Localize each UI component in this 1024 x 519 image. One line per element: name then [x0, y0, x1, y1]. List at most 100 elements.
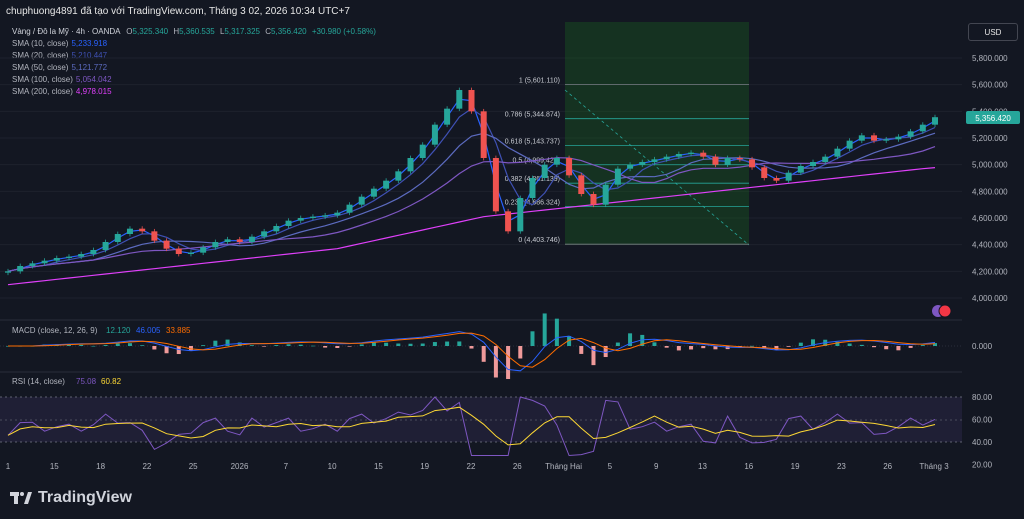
- candle-body: [346, 204, 353, 213]
- rsi-value2: 60.82: [101, 377, 122, 386]
- candle-body: [700, 152, 707, 157]
- macd-bar: [676, 346, 681, 351]
- macd-bar: [591, 346, 596, 366]
- macd-bar: [481, 346, 486, 362]
- macd-bar: [567, 335, 572, 346]
- macd-bar: [298, 344, 303, 346]
- macd-bar: [469, 346, 474, 349]
- rsi-axis: 20.00 40.00 60.00 80.00: [972, 393, 993, 470]
- fib-zone: [565, 18, 749, 245]
- macd-bar: [359, 344, 364, 346]
- macd-bar: [920, 345, 925, 346]
- candle-body: [78, 254, 85, 257]
- macd-bar: [91, 345, 96, 347]
- candle-body: [29, 263, 36, 266]
- price-tick-label: 5,600.000: [972, 81, 1008, 90]
- rsi-tick-label: 40.00: [972, 438, 993, 447]
- fib-level-label: 0.5 (4,999.428): [513, 158, 560, 165]
- candle-body: [907, 131, 914, 137]
- time-tick-label: 19: [420, 462, 429, 471]
- macd-bar: [689, 346, 694, 350]
- candle-body: [566, 158, 573, 176]
- candle-body: [578, 175, 585, 194]
- candle-body: [41, 260, 48, 264]
- candle-body: [212, 242, 219, 248]
- macd-bar: [249, 345, 254, 346]
- fib-trend-line: [564, 89, 750, 246]
- price-tick-label: 4,600.000: [972, 214, 1008, 223]
- price-axis: 4,000.000 4,200.000 4,400.000 4,600.000 4,80…: [972, 54, 1008, 303]
- macd-bar: [323, 346, 328, 348]
- macd-bar: [713, 346, 718, 350]
- macd-bar: [237, 342, 242, 346]
- candle-body: [541, 164, 548, 178]
- candle-body: [309, 216, 316, 218]
- high-value: 5,360.535: [179, 27, 215, 36]
- candle-body: [517, 198, 524, 232]
- time-tick-label: Tháng 3: [919, 462, 949, 471]
- time-tick-label: 10: [328, 462, 337, 471]
- chart-svg[interactable]: 1 (5,601.110) 0.786 (5,344.874) 0.618 (5,1…: [0, 18, 1024, 478]
- macd-bar: [213, 340, 218, 346]
- time-tick-label: 2026: [231, 462, 249, 471]
- fib-level-label: 0 (4,403.746): [518, 237, 560, 244]
- time-tick-label: 22: [142, 462, 151, 471]
- time-tick-label: 16: [744, 462, 753, 471]
- price-tick-label: 5,200.000: [972, 134, 1008, 143]
- candle-body: [627, 164, 634, 169]
- time-tick-label: 23: [837, 462, 846, 471]
- macd-bar: [335, 346, 340, 348]
- time-tick-label: 25: [189, 462, 198, 471]
- chart-area[interactable]: 1 (5,601.110) 0.786 (5,344.874) 0.618 (5,1…: [0, 18, 1024, 478]
- macd-bar: [127, 343, 132, 346]
- alert-icon[interactable]: [938, 304, 952, 318]
- macd-bar: [762, 346, 767, 349]
- time-tick-label: 26: [883, 462, 892, 471]
- candle-body: [224, 239, 231, 242]
- macd-bar: [615, 342, 620, 346]
- macd-value3: 33.885: [166, 326, 191, 335]
- macd-bar: [152, 346, 157, 350]
- macd-bar: [872, 346, 877, 348]
- candle-body: [712, 156, 719, 165]
- candle-body: [871, 135, 878, 141]
- candle-body: [236, 239, 243, 242]
- macd-bar: [652, 342, 657, 346]
- candle-body: [822, 156, 829, 162]
- time-tick-label: 9: [654, 462, 659, 471]
- candle-body: [5, 271, 11, 273]
- candle-body: [639, 162, 646, 165]
- candle-body: [297, 218, 304, 221]
- low-value: 5,317.325: [224, 27, 260, 36]
- rsi-value1: 75.08: [76, 377, 97, 386]
- time-tick-label: 26: [513, 462, 522, 471]
- macd-bar: [432, 342, 437, 346]
- candle-body: [749, 159, 756, 168]
- macd-bar: [493, 346, 498, 378]
- macd-bar: [79, 344, 84, 346]
- candle-body: [395, 171, 402, 181]
- macd-bar: [579, 346, 584, 354]
- macd-bar: [774, 346, 779, 350]
- brand[interactable]: TradingView: [10, 489, 132, 507]
- macd-bar: [457, 341, 462, 346]
- candle-body: [810, 162, 817, 166]
- sma50-line: [7, 132, 936, 272]
- price-tick-label: 5,800.000: [972, 54, 1008, 63]
- macd-bar: [408, 343, 413, 346]
- currency-button[interactable]: USD: [968, 23, 1018, 41]
- candle-body: [724, 158, 731, 165]
- macd-bar: [518, 346, 523, 359]
- macd-bar: [933, 343, 937, 346]
- change-value: +30.980 (+0.58%): [311, 27, 376, 36]
- macd-bar: [66, 344, 71, 346]
- chart-caption: chuphuong4891 đã tạo với TradingView.com…: [6, 5, 350, 17]
- candle-body: [834, 148, 841, 157]
- time-tick-label: 5: [608, 462, 613, 471]
- candle-body: [785, 172, 792, 181]
- macd-bar: [835, 341, 840, 346]
- candle-body: [407, 158, 414, 172]
- macd-bar: [384, 342, 389, 346]
- macd-bar: [115, 343, 120, 346]
- time-tick-label: 15: [50, 462, 59, 471]
